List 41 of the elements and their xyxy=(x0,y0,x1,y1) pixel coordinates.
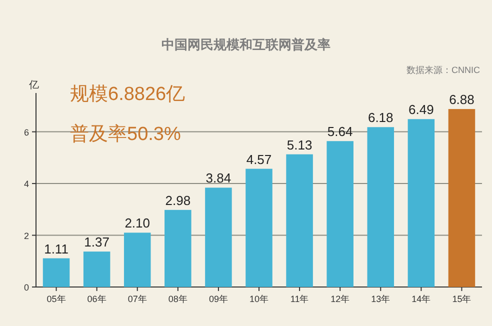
x-tick-label: 07年 xyxy=(128,294,147,304)
y-tick-label: 4 xyxy=(24,179,29,190)
x-tick-label: 11年 xyxy=(290,294,309,304)
data-label: 6.49 xyxy=(408,102,434,118)
data-label: 4.57 xyxy=(246,152,272,167)
bar xyxy=(205,188,232,287)
bar xyxy=(367,127,394,287)
x-tick-label: 15年 xyxy=(452,294,472,304)
x-tick-label: 09年 xyxy=(208,294,228,304)
data-label: 6.18 xyxy=(368,110,394,126)
data-label: 2.98 xyxy=(165,192,191,208)
data-label: 1.11 xyxy=(44,241,68,256)
y-tick-label: 2 xyxy=(24,230,29,241)
bar xyxy=(408,119,435,287)
data-label: 5.64 xyxy=(327,124,353,140)
x-tick-label: 10年 xyxy=(249,294,269,304)
x-tick-label: 08年 xyxy=(168,294,188,304)
y-tick-label: 0 xyxy=(24,282,29,292)
chart-title: 中国网民规模和互联网普及率 xyxy=(162,37,330,52)
x-tick-label: 06年 xyxy=(87,294,106,304)
x-tick-label: 14年 xyxy=(412,294,431,304)
x-tick-label: 12年 xyxy=(330,294,350,304)
bar xyxy=(164,210,192,287)
bar xyxy=(326,141,354,287)
bar xyxy=(448,109,476,287)
bar xyxy=(83,252,110,287)
y-tick-label: 6 xyxy=(24,127,29,138)
data-label: 6.88 xyxy=(449,92,474,108)
data-label: 3.84 xyxy=(206,170,232,186)
x-tick-label: 05年 xyxy=(46,294,66,304)
y-axis-title: 亿 xyxy=(28,80,39,91)
data-label: 5.13 xyxy=(286,137,312,152)
bar xyxy=(124,232,151,287)
bar xyxy=(42,258,70,287)
bar xyxy=(246,168,272,287)
data-label: 1.37 xyxy=(84,234,110,250)
bar xyxy=(286,154,313,287)
data-label: 2.10 xyxy=(124,216,150,231)
x-tick-label: 13年 xyxy=(371,294,390,304)
source-note: 数据来源：CNNIC xyxy=(406,65,480,75)
annotation: 规模6.8826亿 xyxy=(70,84,186,105)
